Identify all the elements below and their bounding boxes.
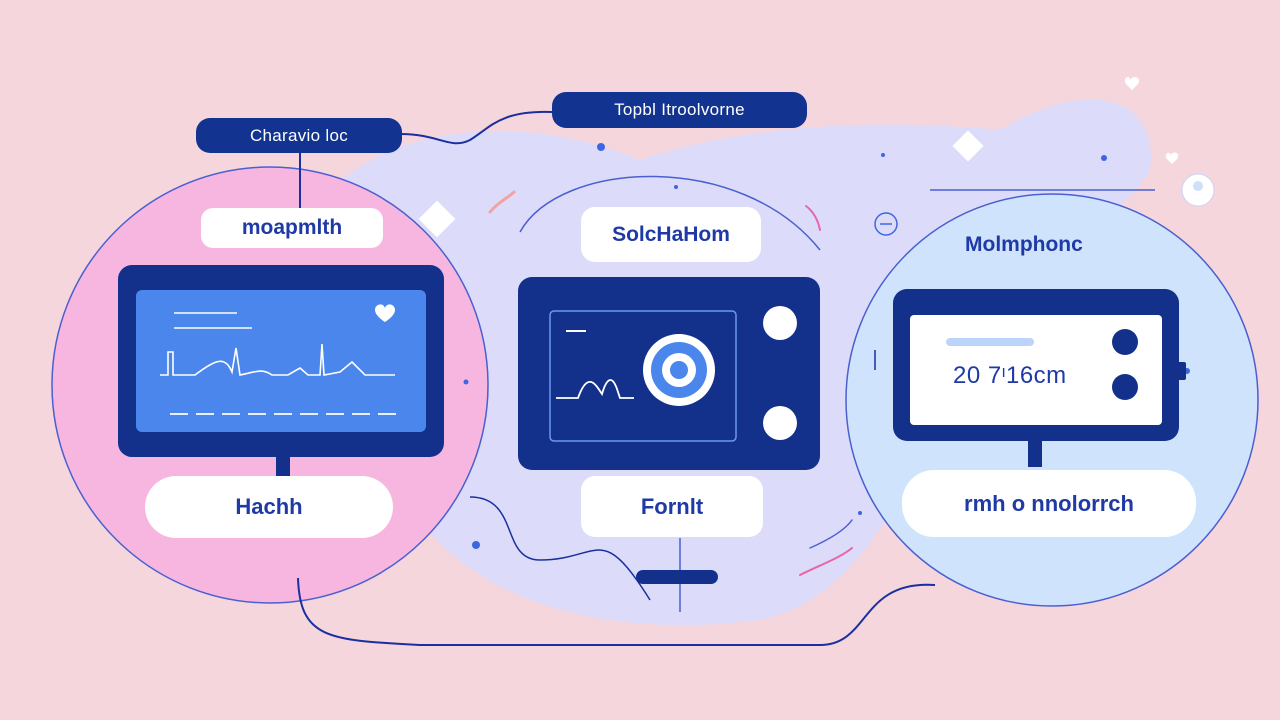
accent-arc-pink [488,190,516,214]
left-panel-title: moapmlth [201,208,383,248]
heart-icon [375,304,395,322]
dot-6 [674,185,678,189]
center-waveform [556,379,634,399]
knob-top [763,306,797,340]
connector-tags [399,110,553,145]
right-screen-bar [946,338,1034,346]
right-panel-title: Molmphonc [965,233,1083,256]
left-stand [276,455,290,477]
target-icon [874,212,898,236]
dot-7 [858,511,862,515]
right-knob-top [1112,329,1138,355]
tag-left: Charavio loc [196,118,402,153]
center-base [636,570,718,584]
accent-arc-pink-2 [805,205,821,231]
left-panel-label[interactable]: Hachh [145,476,393,538]
bubble-dot [1193,181,1203,191]
connector-mid [469,496,651,601]
heart-sparkle-2 [1165,152,1179,164]
accent-arc-blue [809,519,853,549]
right-screen-readout: 20 7ᶦ16cm [953,362,1067,389]
accent-arc-pink-3 [799,547,853,576]
left-screen [136,290,426,432]
dot-5 [881,153,885,157]
tag-center: Topbl Itroolvorne [552,92,807,128]
center-panel-title: SolcHaHom [581,207,761,262]
heart-sparkle [1124,77,1140,90]
knob-bottom [763,406,797,440]
dot-1 [597,143,605,151]
connector-bottom [297,577,936,646]
dot-4 [463,379,469,385]
center-panel-label[interactable]: Fornlt [581,476,763,537]
right-stand [1028,440,1042,467]
camera-lens-core [670,361,688,379]
right-knob-bottom [1112,374,1138,400]
center-arc [519,175,821,251]
right-panel-label[interactable]: rmh o nnolorrch [902,470,1196,537]
diamond-left [418,200,456,238]
dot-3 [472,541,480,549]
right-monitor-side-tab [1176,362,1186,380]
dot-2 [1101,155,1107,161]
left-waveform [160,343,395,376]
